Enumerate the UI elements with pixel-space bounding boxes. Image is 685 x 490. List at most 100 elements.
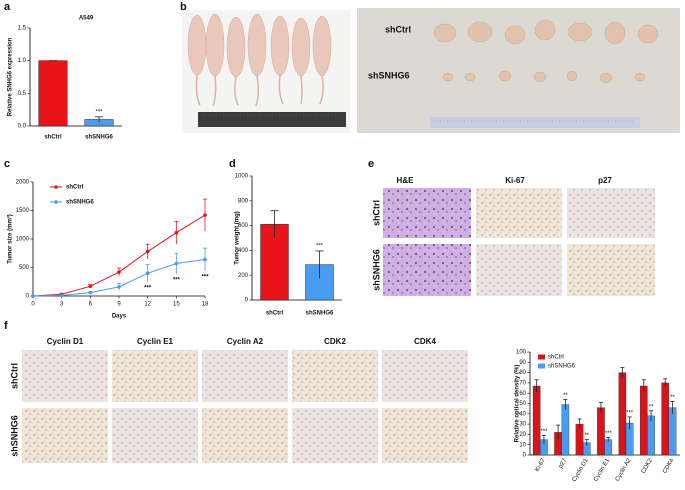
panel-letter: c [4,158,10,170]
significance-label: ** [670,395,675,401]
significance-label: *** [144,285,152,291]
x-tick-label: 6 [89,302,93,308]
data-point [59,293,64,298]
significance-label: ** [584,433,589,439]
legend-label: shSNHG6 [548,364,576,370]
y-axis-label: Relative SNHG6 expression [8,37,14,116]
data-point [88,290,93,295]
row-label: shCtrl [9,363,19,389]
histology-image [382,408,468,463]
significance-label: *** [540,429,548,435]
bar [639,385,648,456]
y-tick-label: 0 [26,294,30,300]
significance-label: *** [201,274,209,280]
y-axis-label: Relative optical density (%) [515,365,521,443]
panel-letter: d [229,158,236,170]
x-tick-label: shSNHG6 [85,135,113,141]
histology-image [22,350,108,402]
bar [38,60,68,127]
x-tick-label: 3 [60,302,64,308]
column-header: CDK2 [324,337,346,346]
data-point [117,285,121,289]
data-point [117,270,121,274]
y-tick-label: 10 [519,442,526,448]
bar [661,382,670,456]
histology-image [476,188,562,238]
histology-grid [22,350,468,463]
bar [597,407,605,456]
legend-marker [54,185,58,189]
x-tick-label: p27 [558,457,569,469]
histology-image [112,408,198,463]
x-tick-label: shCtrl [266,311,284,317]
panel-letter: e [368,158,374,170]
row-label: shSNHG6 [9,415,19,457]
y-tick-label: 0.0 [18,124,27,130]
histology-image [202,408,288,463]
histology-image [567,188,655,238]
y-tick-label: 600 [238,223,249,229]
x-tick-label: 18 [202,302,209,308]
x-axis-label: Days [112,314,127,320]
y-tick-label: 2000 [16,180,30,186]
column-header: p27 [598,176,612,185]
column-header: Cyclin E1 [137,337,174,346]
y-tick-label: 100 [516,350,527,356]
histology-image [292,350,378,402]
y-tick-label: 60 [519,391,526,397]
data-point [145,271,150,276]
y-axis-label: Tumor size (mm³) [7,214,14,264]
legend-label: shCtrl [548,355,564,361]
legend-label: shSNHG6 [66,200,94,206]
y-tick-label: 90 [519,360,526,366]
x-tick-label: 9 [117,302,121,308]
histology-image [567,244,655,296]
histology-image [202,350,288,402]
chart-title: A549 [79,16,94,22]
legend-swatch [538,354,545,360]
column-header: CDK4 [414,337,436,346]
y-tick-label: 500 [19,265,30,271]
row-label: shSNHG6 [368,70,410,80]
legend-swatch [538,363,545,369]
significance-label: *** [626,410,634,416]
column-header: Cyclin D1 [47,337,84,346]
y-axis-label: Tumor weight (mg) [235,211,241,265]
y-tick-label: 1000 [235,174,249,180]
x-tick-label: CDK2 [641,457,655,474]
x-tick-label: 12 [144,302,151,308]
y-tick-label: 50 [519,401,526,407]
data-point [174,230,179,235]
row-label: shSNHG6 [371,249,381,291]
y-tick-label: 70 [519,380,526,386]
x-tick-label: Ki-67 [535,457,548,473]
data-point [145,249,150,254]
significance-label: ** [563,393,568,399]
bar [618,372,627,456]
histology-image [382,350,468,402]
histology-image [112,350,198,402]
bar [532,385,541,456]
panel-letter: a [4,1,11,13]
data-point [174,261,179,266]
y-tick-label: 800 [238,198,249,204]
row-label: shCtrl [385,24,411,34]
row-label: shCtrl [371,200,381,226]
x-tick-label: Cyclin E1 [593,457,611,483]
x-tick-label: Cyclin A2 [615,457,633,482]
significance-label: *** [605,431,613,437]
column-header: Ki-67 [505,176,525,185]
x-tick-label: CDK4 [662,457,676,474]
y-tick-label: 0 [523,453,527,459]
x-tick-label: Cyclin D1 [572,457,590,483]
y-tick-label: 1.5 [18,26,27,32]
histology-image [292,408,378,463]
histology-image [383,244,471,296]
significance-label: *** [316,244,324,250]
mice-photo [182,10,350,133]
column-header: Cyclin A2 [227,337,264,346]
data-point [88,284,93,289]
bar [604,439,613,456]
data-point [203,213,207,217]
